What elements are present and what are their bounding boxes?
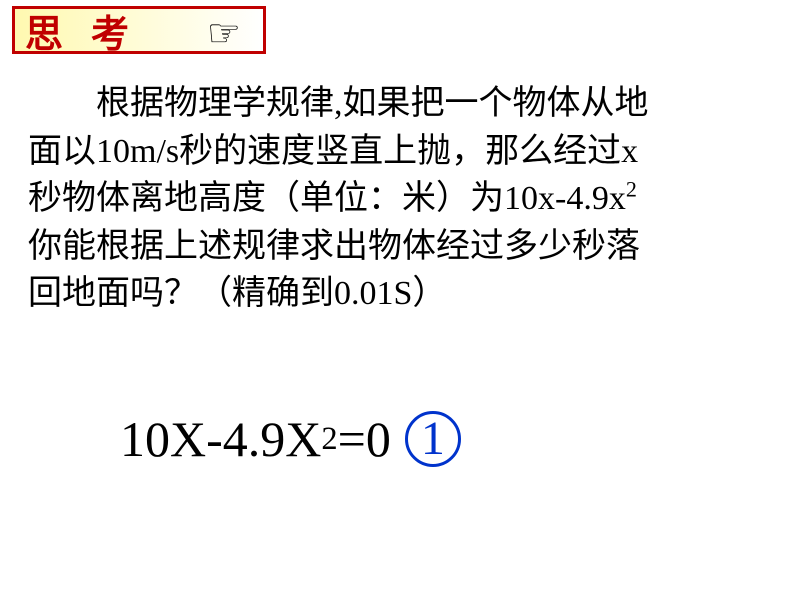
equation-circle-number: 1 <box>405 411 461 467</box>
equation-post: =0 <box>338 410 391 468</box>
header-box: 思考 ☞ <box>12 6 266 54</box>
body-line4: 你能根据上述规律求出物体经过多少秒落 <box>28 228 640 265</box>
header-title: 思考 <box>25 3 157 58</box>
body-line3-sup: 2 <box>626 177 637 202</box>
body-line2: 面以10m/s秒的速度竖直上抛，那么经过x <box>28 133 638 170</box>
pointing-hand-icon: ☞ <box>207 11 241 56</box>
body-line5: 回地面吗？（精确到0.01S） <box>28 275 446 312</box>
body-line1: 根据物理学规律,如果把一个物体从地 <box>96 85 649 122</box>
body-line3-pre: 秒物体离地高度（单位：米）为10x-4.9x <box>28 180 626 217</box>
equation-pre: 10X-4.9X <box>120 410 321 468</box>
equation: 10X-4.9X2=0 1 <box>120 410 461 468</box>
problem-text: 根据物理学规律,如果把一个物体从地 面以10m/s秒的速度竖直上抛，那么经过x … <box>28 80 774 318</box>
